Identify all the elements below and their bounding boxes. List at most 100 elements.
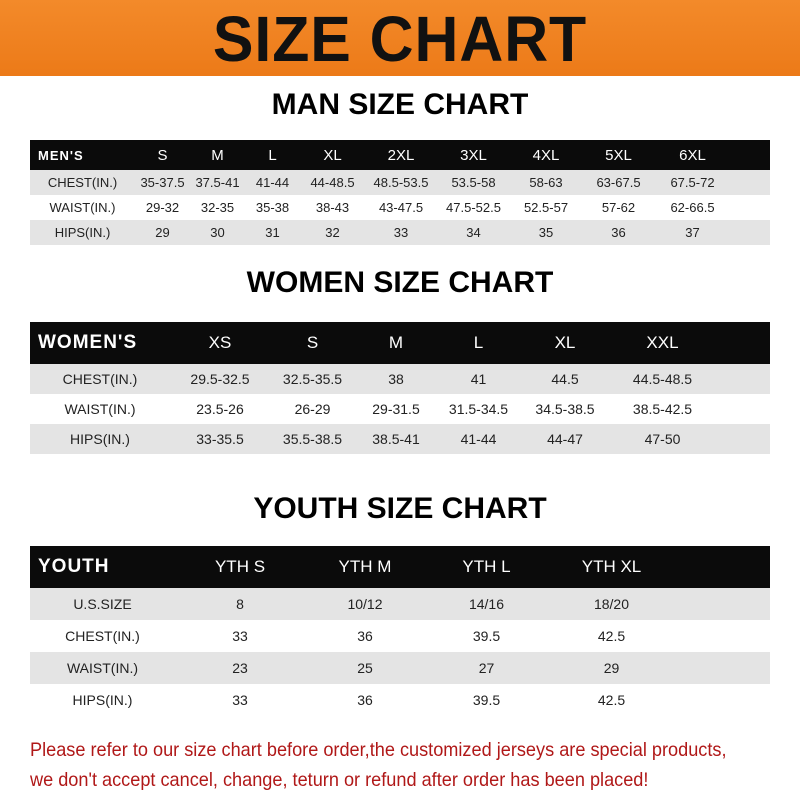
table-title-cell: YOUTH	[38, 556, 110, 577]
table-row: U.S.SIZE 8 10/12 14/16 18/20	[30, 588, 770, 620]
page-title: SIZE CHART	[212, 3, 588, 75]
table-cell: 47.5-52.5	[446, 200, 501, 215]
size-header-cell: YTH L	[462, 557, 511, 576]
table-cell: 57-62	[601, 200, 636, 215]
table-cell: 37.5-41	[195, 175, 240, 190]
row-label: U.S.SIZE	[73, 596, 132, 612]
table-cell: 29-32	[145, 200, 180, 215]
row-label: HIPS(IN.)	[72, 692, 133, 708]
table-cell: 35-38	[255, 200, 290, 215]
table-row: HIPS(IN.) 33 36 39.5 42.5	[30, 684, 770, 716]
size-header-cell: YTH S	[214, 557, 266, 576]
men-section-title: MAN SIZE CHART	[271, 88, 529, 121]
table-cell: 32.5-35.5	[282, 371, 343, 387]
table-row: HIPS(IN.) 29 30 31 32 33 34 35 36 37	[30, 220, 770, 245]
table-cell: 14/16	[468, 596, 505, 612]
size-header-cell: M	[211, 146, 224, 164]
youth-section-title: YOUTH SIZE CHART	[253, 492, 547, 525]
table-cell: 44-48.5	[310, 175, 355, 190]
table-cell: 58-63	[529, 175, 563, 190]
table-cell: 39.5	[472, 692, 501, 708]
table-cell: 38.5-42.5	[632, 401, 693, 417]
table-cell: 33-35.5	[196, 431, 244, 447]
table-cell: 35.5-38.5	[282, 431, 343, 447]
table-cell: 38.5-41	[372, 431, 420, 447]
size-header-cell: XS	[208, 333, 232, 352]
table-cell: 25	[357, 660, 373, 676]
table-cell: 33	[393, 225, 409, 240]
size-header-cell: 6XL	[679, 146, 706, 164]
size-header-cell: S	[157, 146, 168, 164]
size-header-cell: XL	[323, 146, 342, 164]
table-cell: 53.5-58	[451, 175, 496, 190]
row-label: CHEST(IN.)	[65, 628, 140, 644]
row-label: HIPS(IN.)	[54, 225, 111, 240]
table-cell: 31	[265, 225, 280, 240]
women-section-title: WOMEN SIZE CHART	[246, 266, 554, 299]
row-label: WAIST(IN.)	[66, 660, 139, 676]
notice-line-1: Please refer to our size chart before or…	[30, 739, 727, 761]
table-cell: 33	[232, 692, 248, 708]
table-cell: 35	[538, 225, 554, 240]
table-cell: 33	[232, 628, 248, 644]
table-cell: 36	[611, 225, 626, 240]
size-header-cell: L	[473, 333, 484, 352]
size-header-cell: 5XL	[605, 146, 632, 164]
table-cell: 26-29	[294, 401, 331, 417]
size-header-cell: YTH M	[338, 557, 392, 576]
table-row: CHEST(IN.) 29.5-32.5 32.5-35.5 38 41 44.5 44.5…	[30, 364, 770, 394]
table-cell: 8	[236, 596, 244, 612]
size-header-cell: YTH XL	[581, 557, 642, 576]
table-cell: 29	[603, 660, 620, 676]
table-cell: 37	[685, 225, 700, 240]
table-cell: 27	[478, 660, 495, 676]
table-cell: 44.5-48.5	[632, 371, 693, 387]
table-cell: 42.5	[597, 692, 626, 708]
table-cell: 48.5-53.5	[373, 175, 429, 190]
table-cell: 47-50	[644, 431, 681, 447]
women-size-table: WOMEN'S XS S M L XL XXL CHEST(IN.) 29.5-32.5 32.5…	[30, 322, 770, 454]
table-cell: 29-31.5	[372, 401, 420, 417]
table-header-row: YOUTH YTH S YTH M YTH L YTH XL	[30, 546, 770, 588]
size-header-cell: M	[388, 333, 404, 352]
table-row: WAIST(IN.) 23 25 27 29	[30, 652, 770, 684]
row-label: WAIST(IN.)	[49, 200, 116, 215]
men-size-table: MEN'S S M L XL 2XL 3XL 4XL 5XL 6XL CHEST(IN.) 35-37…	[30, 140, 770, 245]
row-label: WAIST(IN.)	[64, 401, 136, 417]
size-header-cell: 2XL	[387, 146, 415, 164]
table-cell: 41-44	[460, 431, 497, 447]
table-cell: 38	[388, 371, 404, 387]
size-header-cell: L	[268, 146, 277, 164]
table-cell: 29	[155, 225, 170, 240]
header-banner: SIZE CHART	[0, 0, 800, 76]
table-row: CHEST(IN.) 35-37.5 37.5-41 41-44 44-48.5 48.5…	[30, 170, 770, 195]
row-label: HIPS(IN.)	[70, 431, 130, 447]
table-cell: 29.5-32.5	[190, 371, 250, 387]
table-cell: 44-47	[547, 431, 583, 447]
table-cell: 18/20	[593, 596, 630, 612]
table-cell: 35-37.5	[140, 175, 185, 190]
size-header-cell: S	[306, 333, 319, 352]
table-cell: 67.5-72	[670, 175, 715, 190]
size-header-cell: XL	[554, 333, 576, 352]
table-title-cell: WOMEN'S	[38, 332, 138, 353]
table-cell: 32	[325, 225, 340, 240]
table-cell: 36	[357, 628, 373, 644]
table-cell: 34.5-38.5	[535, 401, 595, 417]
table-cell: 36	[357, 692, 373, 708]
table-cell: 34	[466, 225, 481, 240]
table-cell: 41-44	[255, 175, 290, 190]
table-cell: 31.5-34.5	[448, 401, 509, 417]
table-cell: 52.5-57	[523, 200, 569, 215]
table-cell: 23	[232, 660, 248, 676]
table-header-row: WOMEN'S XS S M L XL XXL	[30, 322, 770, 364]
table-cell: 39.5	[472, 628, 501, 644]
youth-size-table: YOUTH YTH S YTH M YTH L YTH XL U.S.SIZE 8 10/12…	[30, 546, 770, 716]
table-title-cell: MEN'S	[38, 147, 84, 163]
table-row: HIPS(IN.) 33-35.5 35.5-38.5 38.5-41 41-44 44-…	[30, 424, 770, 454]
table-row: WAIST(IN.) 23.5-26 26-29 29-31.5 31.5-34.5 34…	[30, 394, 770, 424]
order-notice: Please refer to our size chart before or…	[30, 735, 737, 795]
table-cell: 44.5	[551, 371, 579, 387]
table-cell: 10/12	[347, 596, 383, 612]
table-cell: 43-47.5	[378, 200, 424, 215]
